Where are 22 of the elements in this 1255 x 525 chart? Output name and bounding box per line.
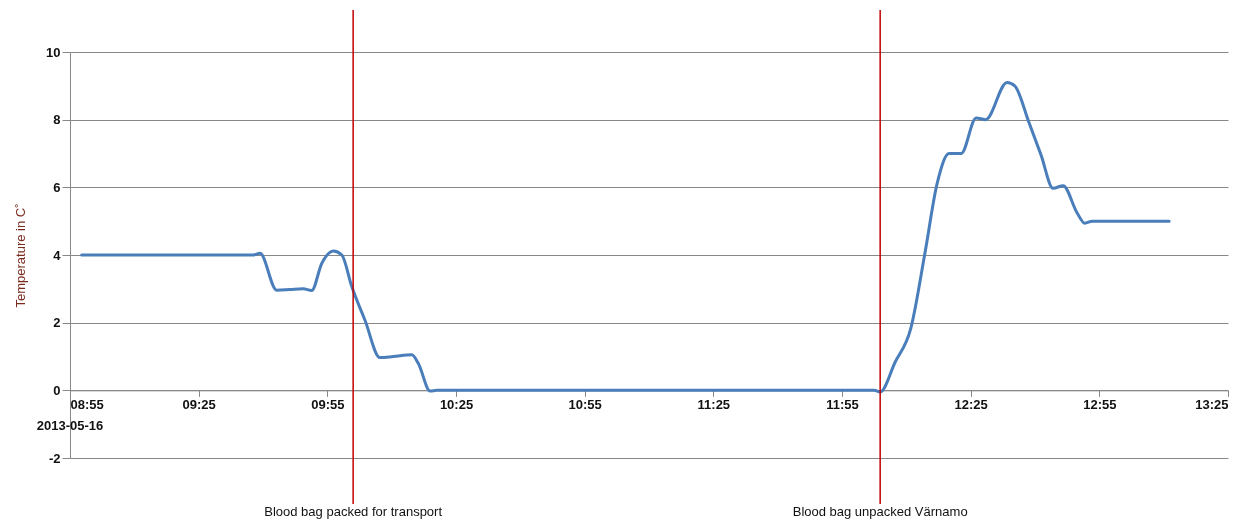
x-tick-label: 11:25 bbox=[697, 396, 731, 412]
y-tick-label: 2 bbox=[53, 315, 61, 331]
y-tick-label: 10 bbox=[46, 44, 61, 60]
y-tick-label: 0 bbox=[53, 382, 61, 398]
ref-line-label: Blood bag unpacked Värnamo bbox=[792, 504, 968, 519]
x-tick-label: 10:55 bbox=[568, 396, 602, 412]
line-series bbox=[80, 80, 1171, 394]
x-tick-label: 09:25 bbox=[182, 396, 216, 412]
x-tick-label: 08:55 bbox=[70, 396, 104, 412]
y-tick-label: 4 bbox=[53, 247, 62, 263]
x-tick-label: 11:55 bbox=[826, 396, 859, 412]
y-tick-label: 8 bbox=[53, 112, 61, 128]
ref-line-label: Blood bag packed for transport bbox=[264, 504, 443, 519]
x-tick-label: 13:25 bbox=[1195, 396, 1229, 412]
y-tick-label: -2 bbox=[48, 450, 61, 466]
x-tick-label: 12:25 bbox=[954, 396, 988, 412]
x-tick-label: 10:25 bbox=[439, 396, 474, 412]
x-tick-label: 12:55 bbox=[1083, 396, 1117, 412]
x-tick-label: 09:55 bbox=[311, 396, 345, 412]
annotation: 2013-05-16 bbox=[36, 418, 104, 434]
y-tick-label: 6 bbox=[53, 179, 61, 195]
y-axis-title: Temperature in C˚ bbox=[13, 203, 29, 308]
